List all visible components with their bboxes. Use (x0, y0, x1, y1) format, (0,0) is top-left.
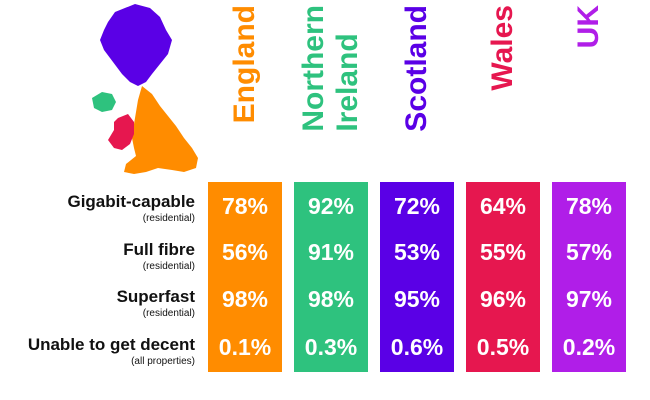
row-label-full-fibre-sub: (residential) (142, 261, 195, 272)
header-uk-label: UK (572, 5, 605, 49)
value-scotland-unable: 0.6% (390, 334, 444, 360)
value-ni-superfast: 98% (307, 286, 355, 312)
row-label-superfast: Superfast (residential) (117, 287, 195, 321)
map-northern-ireland (92, 92, 116, 112)
header-uk: UK (552, 5, 626, 180)
uk-nations-map (92, 4, 198, 174)
row-label-unable: Unable to get decent (all properties) (28, 335, 195, 369)
row-label-gigabit-sub: (residential) (142, 213, 195, 224)
value-ni-full-fibre: 91% (307, 239, 355, 265)
column-northern-ireland: 92% 91% 98% 0.3% (294, 182, 368, 372)
header-northern-ireland-line2: Ireland (331, 33, 364, 132)
value-scotland-gigabit: 72% (393, 193, 441, 219)
row-label-unable-sub: (all properties) (131, 356, 195, 367)
header-england: England (208, 5, 282, 180)
row-label-unable-main: Unable to get decent (27, 335, 195, 354)
value-uk-full-fibre: 57% (565, 239, 613, 265)
row-label-full-fibre: Full fibre (residential) (123, 240, 195, 274)
value-england-unable: 0.1% (218, 334, 272, 360)
value-ni-gigabit: 92% (307, 193, 355, 219)
header-wales-label: Wales (486, 5, 519, 91)
row-label-full-fibre-main: Full fibre (123, 240, 195, 259)
value-wales-gigabit: 64% (479, 193, 527, 219)
map-wales (108, 114, 134, 150)
row-label-superfast-sub: (residential) (142, 308, 195, 319)
value-wales-unable: 0.5% (476, 334, 530, 360)
value-scotland-full-fibre: 53% (393, 239, 441, 265)
column-scotland: 72% 53% 95% 0.6% (380, 182, 454, 372)
header-england-label: England (228, 5, 261, 124)
value-wales-full-fibre: 55% (479, 239, 527, 265)
map-scotland (100, 4, 172, 86)
header-northern-ireland-line1: Northern (297, 5, 330, 132)
value-england-superfast: 98% (221, 286, 269, 312)
value-england-full-fibre: 56% (221, 239, 269, 265)
header-scotland: Scotland (380, 5, 454, 180)
value-england-gigabit: 78% (221, 193, 269, 219)
value-scotland-superfast: 95% (393, 286, 441, 312)
value-wales-superfast: 96% (479, 286, 527, 312)
row-label-gigabit: Gigabit-capable (residential) (67, 192, 195, 226)
map-england (124, 86, 198, 174)
column-england: 78% 56% 98% 0.1% (208, 182, 282, 372)
row-label-gigabit-main: Gigabit-capable (67, 192, 195, 211)
value-uk-superfast: 97% (565, 286, 613, 312)
value-uk-unable: 0.2% (562, 334, 616, 360)
column-uk: 78% 57% 97% 0.2% (552, 182, 626, 372)
header-wales: Wales (466, 5, 540, 180)
header-scotland-label: Scotland (400, 5, 433, 132)
header-northern-ireland-label: Northern Ireland (297, 5, 365, 132)
header-northern-ireland: Northern Ireland (294, 5, 368, 180)
value-uk-gigabit: 78% (565, 193, 613, 219)
row-label-superfast-main: Superfast (116, 287, 195, 306)
column-wales: 64% 55% 96% 0.5% (466, 182, 540, 372)
value-ni-unable: 0.3% (304, 334, 358, 360)
